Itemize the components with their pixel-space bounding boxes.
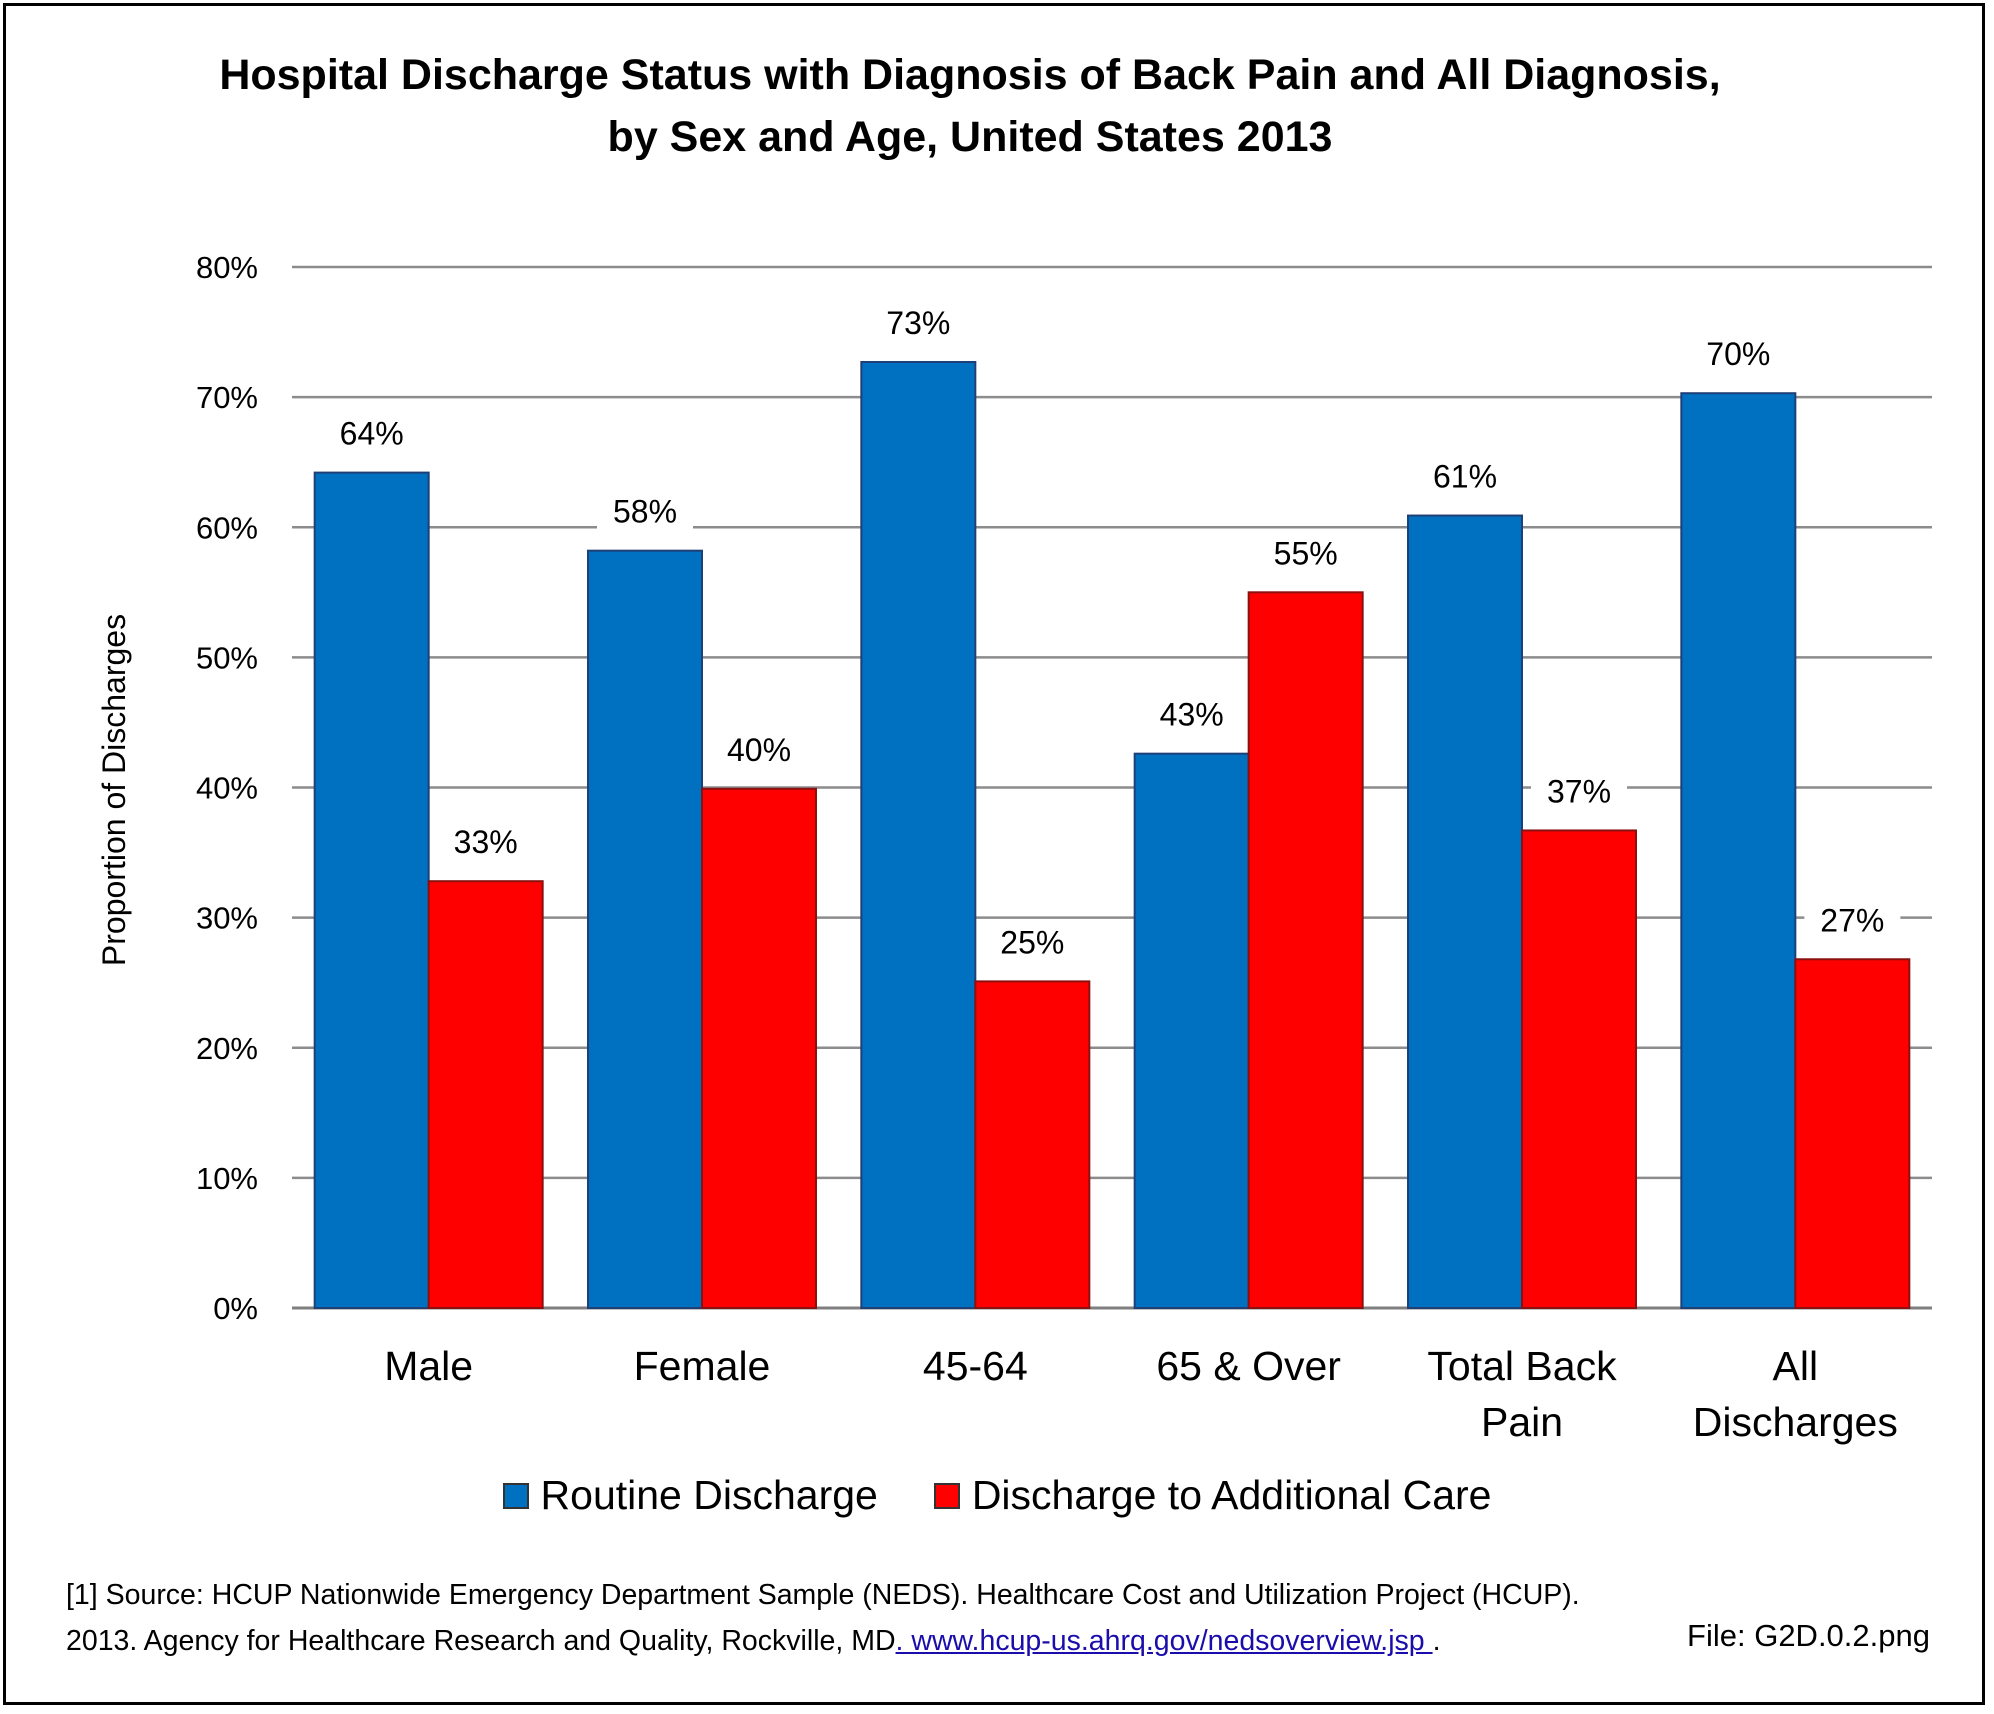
data-label: 40% <box>727 732 791 768</box>
data-label-background <box>1804 901 1901 942</box>
bar-additional-care-2 <box>974 980 1091 1309</box>
data-label: 25% <box>1000 924 1064 960</box>
bar-routine-4 <box>1407 514 1523 1309</box>
data-label: 58% <box>613 494 677 530</box>
y-tick-label: 20% <box>196 1031 258 1066</box>
data-label: 27% <box>1820 902 1884 938</box>
legend-label-routine: Routine Discharge <box>540 1472 878 1518</box>
data-label: 43% <box>1160 697 1224 733</box>
y-tick-label: 10% <box>196 1161 258 1196</box>
data-label: 64% <box>340 416 404 452</box>
data-label-background <box>1690 335 1787 376</box>
chart-title: Hospital Discharge Status with Diagnosis… <box>0 44 1940 168</box>
footnote-line-1: [1] Source: HCUP Nationwide Emergency De… <box>66 1579 1580 1611</box>
x-category-label: Female <box>634 1343 771 1389</box>
data-label: 37% <box>1547 773 1611 809</box>
x-category-label: Pain <box>1481 1399 1563 1445</box>
source-footnote: [1] Source: HCUP Nationwide Emergency De… <box>66 1572 1580 1664</box>
file-name-label: File: G2D.0.2.png <box>1687 1618 1930 1653</box>
legend-item-routine: Routine Discharge <box>502 1472 878 1519</box>
bar-routine-1 <box>587 549 703 1309</box>
data-label-background <box>1417 457 1513 498</box>
bar-chart: 64% 33% 58% 40% 73% 25% 43% 55% 61% 37% 70% 27% 0% 1… <box>96 250 1932 1445</box>
data-label-background <box>711 730 807 771</box>
x-category-label: 65 & Over <box>1156 1343 1341 1389</box>
x-axis-categories: Male Female 45-64 65 & Over Total Back Pain Al… <box>384 1343 1898 1445</box>
bar-additional-care-4 <box>1521 829 1637 1309</box>
data-label-background <box>1143 695 1240 736</box>
chart-title-line-2: by Sex and Age, United States 2013 <box>607 113 1333 161</box>
data-label: 55% <box>1274 535 1338 571</box>
bar-routine-2 <box>860 360 977 1309</box>
y-tick-label: 50% <box>196 640 258 675</box>
y-tick-label: 80% <box>196 250 258 285</box>
y-tick-label: 0% <box>213 1291 258 1326</box>
bar-additional-care-5 <box>1794 958 1911 1309</box>
bar-routine-0 <box>313 471 430 1310</box>
y-tick-label: 70% <box>196 380 258 415</box>
x-category-label: Male <box>384 1343 473 1389</box>
data-label-background <box>1531 772 1627 813</box>
y-tick-label: 30% <box>196 901 258 936</box>
footnote-line-2: 2013. Agency for Healthcare Research and… <box>66 1618 1580 1664</box>
bars <box>313 360 1911 1310</box>
data-label: 70% <box>1706 336 1770 372</box>
bar-routine-5 <box>1680 392 1797 1309</box>
footnote-line-2-text: 2013. Agency for Healthcare Research and… <box>66 1625 896 1657</box>
bar-additional-care-1 <box>701 787 817 1309</box>
y-axis-label: Proportion of Discharges <box>96 614 132 966</box>
data-label: 61% <box>1433 459 1497 495</box>
data-label-background <box>1257 534 1354 575</box>
data-label: 73% <box>886 305 950 341</box>
data-label-background <box>597 492 693 533</box>
x-category-label: All <box>1773 1343 1819 1389</box>
legend-item-additional-care: Discharge to Additional Care <box>933 1472 1492 1519</box>
bar-additional-care-0 <box>427 880 544 1309</box>
bar-routine-3 <box>1133 752 1250 1309</box>
x-category-label: 45-64 <box>923 1343 1028 1389</box>
x-category-label: Discharges <box>1693 1399 1898 1445</box>
bar-additional-care-3 <box>1247 591 1364 1309</box>
data-labels: 64% 33% 58% 40% 73% 25% 43% 55% 61% 37% 70% 27% <box>323 303 1901 964</box>
data-label-background <box>437 823 534 864</box>
data-label-background <box>984 923 1081 964</box>
legend: Routine Discharge Discharge to Additiona… <box>0 1472 1994 1519</box>
gridlines <box>292 265 1932 1310</box>
legend-swatch-routine <box>502 1482 529 1509</box>
legend-swatch-additional-care <box>933 1482 960 1509</box>
y-tick-label: 40% <box>196 771 258 806</box>
chart-title-line-1: Hospital Discharge Status with Diagnosis… <box>219 51 1721 99</box>
footnote-period: . <box>1432 1625 1441 1657</box>
source-link[interactable]: . www.hcup-us.ahrq.gov/nedsoverview.jsp <box>895 1625 1433 1657</box>
y-axis-ticks: 0% 10% 20% 30% 40% 50% 60% 70% 80% <box>196 250 258 1326</box>
legend-label-additional-care: Discharge to Additional Care <box>971 1472 1492 1518</box>
data-label: 33% <box>454 824 518 860</box>
data-label-background <box>323 414 420 455</box>
x-category-label: Total Back <box>1427 1343 1617 1389</box>
data-label-background <box>870 303 967 344</box>
y-tick-label: 60% <box>196 510 258 545</box>
